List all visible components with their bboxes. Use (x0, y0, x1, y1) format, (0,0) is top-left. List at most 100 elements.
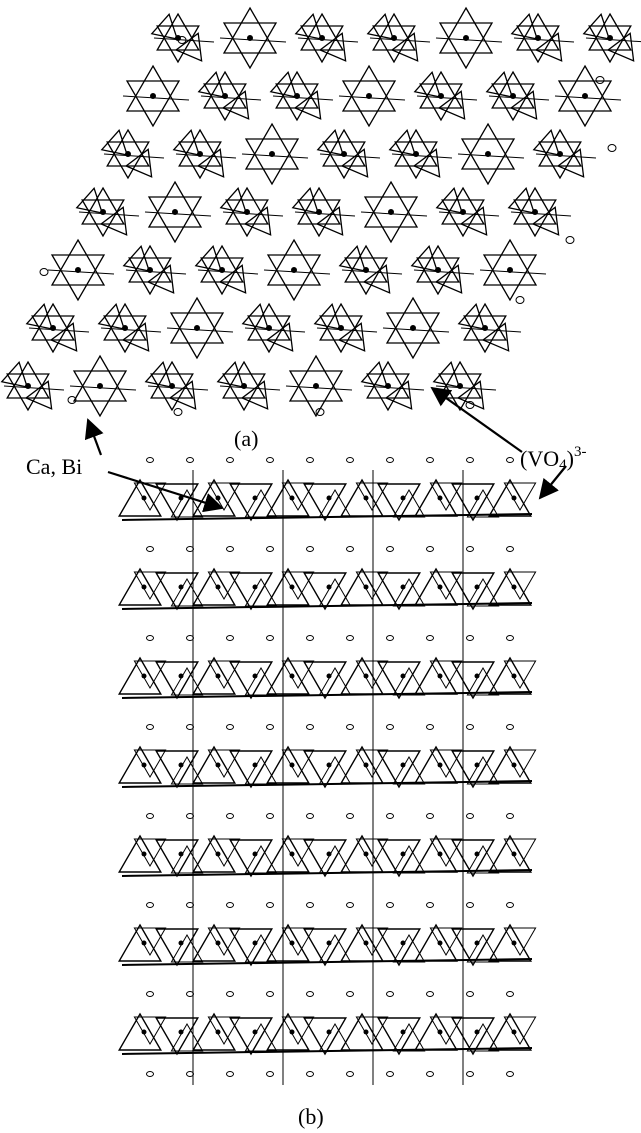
atom (387, 636, 394, 641)
atom (347, 547, 354, 552)
atom (147, 458, 154, 463)
polyhedron (179, 130, 221, 166)
atom (179, 763, 184, 768)
polyhedron (224, 23, 276, 68)
atom (142, 941, 147, 946)
polyhedron (224, 8, 276, 53)
atom (467, 814, 474, 819)
atom (512, 496, 517, 501)
atom (142, 763, 147, 768)
atom (364, 852, 369, 857)
atom (364, 496, 369, 501)
atom (290, 1030, 295, 1035)
atom (290, 763, 295, 768)
polyhedron (420, 72, 462, 108)
atom (142, 585, 147, 590)
polyhedron (417, 246, 459, 282)
atom (267, 547, 274, 552)
atom (267, 725, 274, 730)
atom (475, 763, 480, 768)
polyhedron (268, 240, 320, 285)
polyhedron (439, 362, 481, 398)
atom (401, 1030, 406, 1035)
polyhedron (119, 480, 161, 516)
polyhedron (512, 14, 537, 39)
atom (307, 636, 314, 641)
atom (147, 992, 154, 997)
polyhedron (365, 197, 417, 242)
polyhedron (248, 304, 290, 340)
atom (347, 636, 354, 641)
atom (427, 903, 434, 908)
atom (290, 674, 295, 679)
bond (480, 270, 546, 274)
atom (512, 585, 517, 590)
atom (216, 585, 221, 590)
atom (307, 903, 314, 908)
atom (290, 941, 295, 946)
atom (267, 458, 274, 463)
polyhedron (74, 356, 126, 401)
atom (40, 269, 48, 276)
structure-a (2, 8, 641, 416)
atom (253, 763, 258, 768)
atom (401, 852, 406, 857)
polyhedron (345, 246, 387, 282)
atom (438, 585, 443, 590)
polyhedron (74, 371, 126, 416)
atom (512, 763, 517, 768)
text: (VO (520, 446, 559, 471)
atom (507, 814, 514, 819)
polyhedron (464, 304, 506, 340)
polyhedron (517, 14, 559, 50)
polyhedron (367, 362, 409, 398)
atom (187, 458, 194, 463)
polyhedron (442, 188, 484, 224)
atom (566, 237, 574, 244)
atom (387, 992, 394, 997)
atom (179, 1030, 184, 1035)
atom (387, 725, 394, 730)
atom (267, 992, 274, 997)
atom (347, 725, 354, 730)
figure: (a) Ca, Bi (VO4)3- (b) (0, 0, 641, 1133)
atom (347, 814, 354, 819)
polyhedron (539, 130, 581, 166)
atom (364, 763, 369, 768)
polyhedron (119, 925, 161, 961)
polyhedron (119, 658, 161, 694)
atom (227, 636, 234, 641)
atom (512, 674, 517, 679)
polyhedron (119, 569, 161, 605)
panel-label: (a) (234, 426, 258, 451)
atom (179, 941, 184, 946)
atom (467, 636, 474, 641)
atom (307, 547, 314, 552)
atom (267, 903, 274, 908)
polyhedron (152, 14, 177, 39)
atom (327, 941, 332, 946)
polyhedron (301, 14, 343, 50)
atom (147, 725, 154, 730)
atom (227, 814, 234, 819)
atom (179, 674, 184, 679)
polyhedron (387, 298, 439, 343)
polyhedron (276, 72, 318, 108)
atom (327, 674, 332, 679)
bond (264, 270, 330, 274)
polyhedron (7, 362, 49, 398)
atom (438, 1030, 443, 1035)
atom (438, 763, 443, 768)
atom (427, 547, 434, 552)
atom (364, 1030, 369, 1035)
polyhedron (226, 188, 268, 224)
bond (383, 328, 449, 332)
atom (347, 903, 354, 908)
polyhedron (373, 14, 415, 50)
polyhedron (368, 14, 393, 39)
atom (147, 1072, 154, 1077)
atom (438, 852, 443, 857)
atom (427, 725, 434, 730)
superscript: 3- (574, 444, 587, 460)
bond (458, 154, 524, 158)
